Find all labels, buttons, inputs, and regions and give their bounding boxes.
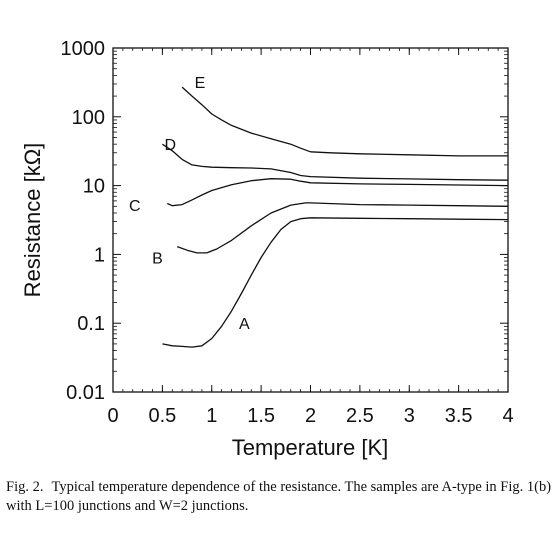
series-line-c: [167, 178, 509, 207]
x-tick-label: 0: [107, 405, 118, 427]
series-line-d: [162, 143, 509, 181]
series-label-a: A: [239, 316, 250, 333]
x-axis-ticks: 0 0.5 1 1.5 2 2.5 3 3.5 4: [107, 48, 514, 427]
chart: 0 0.5 1 1.5 2 2.5 3 3.5 4 0.01 0.1 1 10 100 1000 A B C D…: [20, 38, 514, 460]
series-line-a: [162, 217, 509, 348]
series-group: A B C D E: [129, 75, 509, 348]
y-tick-label: 10: [83, 176, 105, 198]
x-tick-label: 2: [305, 405, 316, 427]
y-tick-label: 0.1: [77, 313, 105, 335]
series-line-e: [181, 86, 508, 157]
x-tick-label: 1: [206, 405, 217, 427]
x-tick-label: 4: [502, 405, 513, 427]
caption-figure-number: Fig. 2.: [6, 479, 44, 495]
y-tick-label: 1000: [61, 38, 106, 60]
y-tick-label: 1: [94, 244, 105, 266]
y-tick-label: 100: [72, 107, 105, 129]
x-tick-label: 0.5: [148, 405, 176, 427]
plot-border: [112, 47, 509, 393]
x-tick-label: 2.5: [346, 405, 374, 427]
x-axis-label: Temperature [K]: [232, 435, 389, 460]
y-tick-label: 0.01: [66, 382, 105, 404]
series-line-b: [176, 202, 509, 254]
series-label-e: E: [195, 75, 206, 92]
series-label-b: B: [152, 251, 163, 268]
series-label-d: D: [164, 137, 176, 154]
plot-frame: [112, 47, 509, 393]
figure-caption: Fig. 2. Typical temperature dependence of…: [6, 478, 552, 516]
x-tick-label: 1.5: [247, 405, 275, 427]
series-label-c: C: [129, 198, 141, 215]
y-axis-ticks: 0.01 0.1 1 10 100 1000: [61, 38, 508, 404]
caption-text: Typical temperature dependence of the re…: [6, 479, 552, 514]
x-tick-label: 3: [404, 405, 415, 427]
x-tick-label: 3.5: [445, 405, 473, 427]
y-axis-label: Resistance [kΩ]: [20, 143, 45, 298]
